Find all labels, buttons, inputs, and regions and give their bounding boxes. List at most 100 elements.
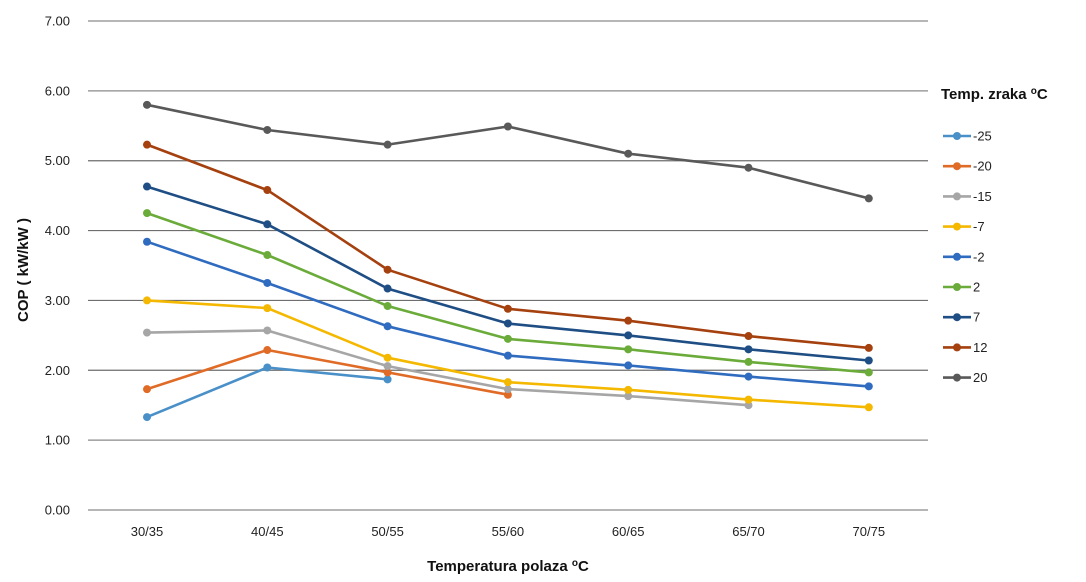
legend-swatch-marker — [953, 162, 961, 171]
series-line — [146, 143, 869, 350]
data-point — [864, 382, 873, 391]
series-line — [146, 366, 388, 419]
data-point — [503, 122, 512, 131]
legend-item: 7 — [943, 310, 980, 325]
data-point — [143, 100, 151, 109]
legend-item: -2 — [943, 249, 985, 264]
y-tick-label: 0.00 — [45, 503, 70, 518]
legend-item: -25 — [943, 129, 992, 144]
legend-label: -20 — [973, 159, 992, 174]
series-line — [146, 211, 869, 374]
legend-title-unit: C — [1037, 86, 1048, 103]
data-point — [503, 378, 512, 387]
data-point — [383, 362, 392, 371]
legend-swatch-marker — [953, 192, 961, 201]
series--25 — [143, 363, 392, 422]
legend-swatch-marker — [953, 283, 961, 291]
data-point — [263, 304, 272, 313]
data-point — [143, 237, 151, 246]
x-tick-label: 65/70 — [732, 524, 765, 539]
y-tick-label: 1.00 — [45, 433, 70, 448]
x-axis-label-text: Temperatura polaza — [427, 558, 572, 575]
data-point — [744, 357, 753, 366]
legend-item: 12 — [943, 340, 987, 355]
data-point — [624, 331, 633, 340]
data-point — [503, 351, 512, 360]
series-7 — [143, 182, 873, 365]
legend-title: Temp. zraka oC — [941, 86, 1048, 104]
data-point — [143, 413, 151, 422]
legend: -25 -20 -15 -7 -2 2 7 12 20 — [943, 129, 992, 385]
data-point — [503, 334, 512, 343]
data-point — [143, 328, 151, 337]
data-point — [263, 125, 272, 134]
series-12 — [143, 140, 873, 352]
data-point — [744, 345, 753, 354]
data-point — [263, 278, 272, 287]
data-point — [263, 326, 272, 335]
legend-item: 2 — [943, 280, 980, 295]
data-point — [143, 209, 151, 218]
series-2 — [143, 209, 873, 377]
legend-item: -15 — [943, 189, 992, 204]
data-point — [383, 302, 392, 311]
legend-label: -2 — [973, 249, 985, 264]
legend-label: 20 — [973, 370, 987, 385]
data-point — [383, 265, 392, 274]
data-point — [503, 319, 512, 328]
x-axis-degree-mark: o — [572, 558, 578, 569]
legend-swatch-marker — [953, 313, 961, 322]
legend-label: -25 — [973, 129, 992, 144]
data-point — [744, 332, 753, 341]
legend-swatch-marker — [953, 343, 961, 352]
data-point — [263, 186, 272, 195]
series-20 — [143, 100, 873, 203]
data-point — [864, 356, 873, 365]
series--2 — [143, 237, 873, 391]
series-lines — [143, 100, 873, 422]
data-point — [503, 390, 512, 399]
legend-swatch-marker — [953, 132, 961, 140]
y-tick-label: 2.00 — [45, 363, 70, 378]
legend-label: 2 — [973, 280, 980, 295]
data-point — [624, 392, 633, 401]
y-tick-label: 3.00 — [45, 293, 70, 308]
x-axis-label: Temperatura polaza oC — [427, 558, 589, 576]
x-tick-label: 40/45 — [251, 524, 284, 539]
series--20 — [143, 346, 512, 399]
series--15 — [143, 326, 753, 410]
x-axis-label-unit: C — [578, 558, 589, 575]
y-axis-label: COP ( kW/kW ) — [15, 218, 32, 322]
data-point — [503, 385, 512, 394]
data-point — [864, 403, 873, 412]
legend-swatch-marker — [953, 373, 961, 382]
legend-swatch-marker — [953, 222, 961, 231]
x-tick-label: 70/75 — [853, 524, 886, 539]
data-point — [864, 343, 873, 352]
data-point — [744, 163, 753, 172]
legend-item: -7 — [943, 219, 985, 234]
data-point — [864, 194, 873, 203]
gridlines — [88, 20, 928, 511]
legend-title-text: Temp. zraka — [941, 86, 1031, 103]
data-point — [624, 361, 633, 370]
series-line — [146, 329, 749, 407]
data-point — [383, 322, 392, 331]
data-point — [383, 284, 392, 293]
legend-item: 20 — [943, 370, 987, 385]
x-axis-ticks: 30/35 40/45 50/55 55/60 60/65 65/70 70/75 — [131, 524, 885, 539]
x-tick-label: 50/55 — [371, 524, 404, 539]
series-line — [146, 185, 869, 362]
data-point — [143, 182, 151, 191]
data-point — [383, 375, 392, 384]
data-point — [383, 140, 392, 149]
data-point — [503, 304, 512, 313]
legend-label: -15 — [973, 189, 992, 204]
data-point — [143, 140, 151, 149]
x-tick-label: 60/65 — [612, 524, 645, 539]
legend-label: -7 — [973, 219, 985, 234]
series-line — [146, 348, 509, 396]
data-point — [263, 251, 272, 260]
y-axis-ticks: 0.00 1.00 2.00 3.00 4.00 5.00 6.00 7.00 — [45, 14, 70, 518]
